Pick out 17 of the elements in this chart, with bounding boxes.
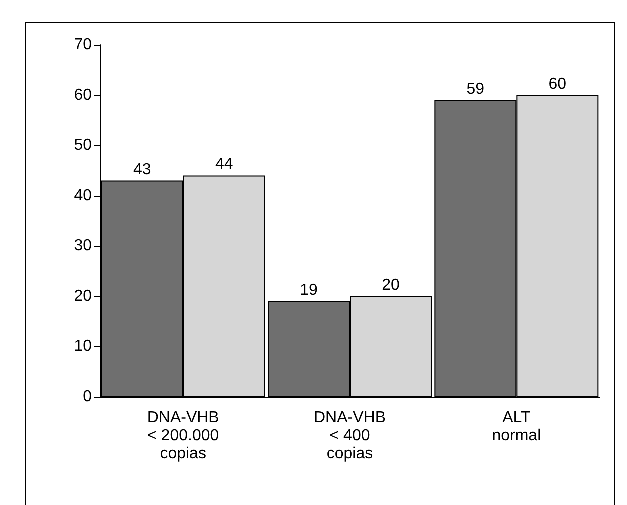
y-tick-label: 40 bbox=[74, 187, 92, 204]
data-label: 19 bbox=[300, 282, 318, 299]
x-tick-label: DNA-VHB < 400 copias bbox=[314, 410, 386, 462]
y-tick-label: 10 bbox=[74, 338, 92, 356]
y-tick-label: 30 bbox=[74, 238, 92, 255]
y-tick-label: 20 bbox=[74, 288, 92, 305]
data-label: 44 bbox=[215, 156, 234, 174]
data-label: 20 bbox=[382, 276, 400, 294]
y-tick-label: 60 bbox=[74, 86, 92, 104]
x-tick-label: DNA-VHB < 200.000 copias bbox=[147, 410, 220, 462]
y-tick-label: 70 bbox=[74, 36, 92, 54]
data-label: 60 bbox=[548, 76, 567, 93]
data-label: 43 bbox=[133, 161, 152, 178]
data-label: 59 bbox=[466, 80, 485, 98]
y-tick-label: 0 bbox=[83, 388, 92, 406]
x-tick-label: ALT normal bbox=[492, 410, 542, 444]
y-tick-label: 50 bbox=[74, 137, 92, 154]
